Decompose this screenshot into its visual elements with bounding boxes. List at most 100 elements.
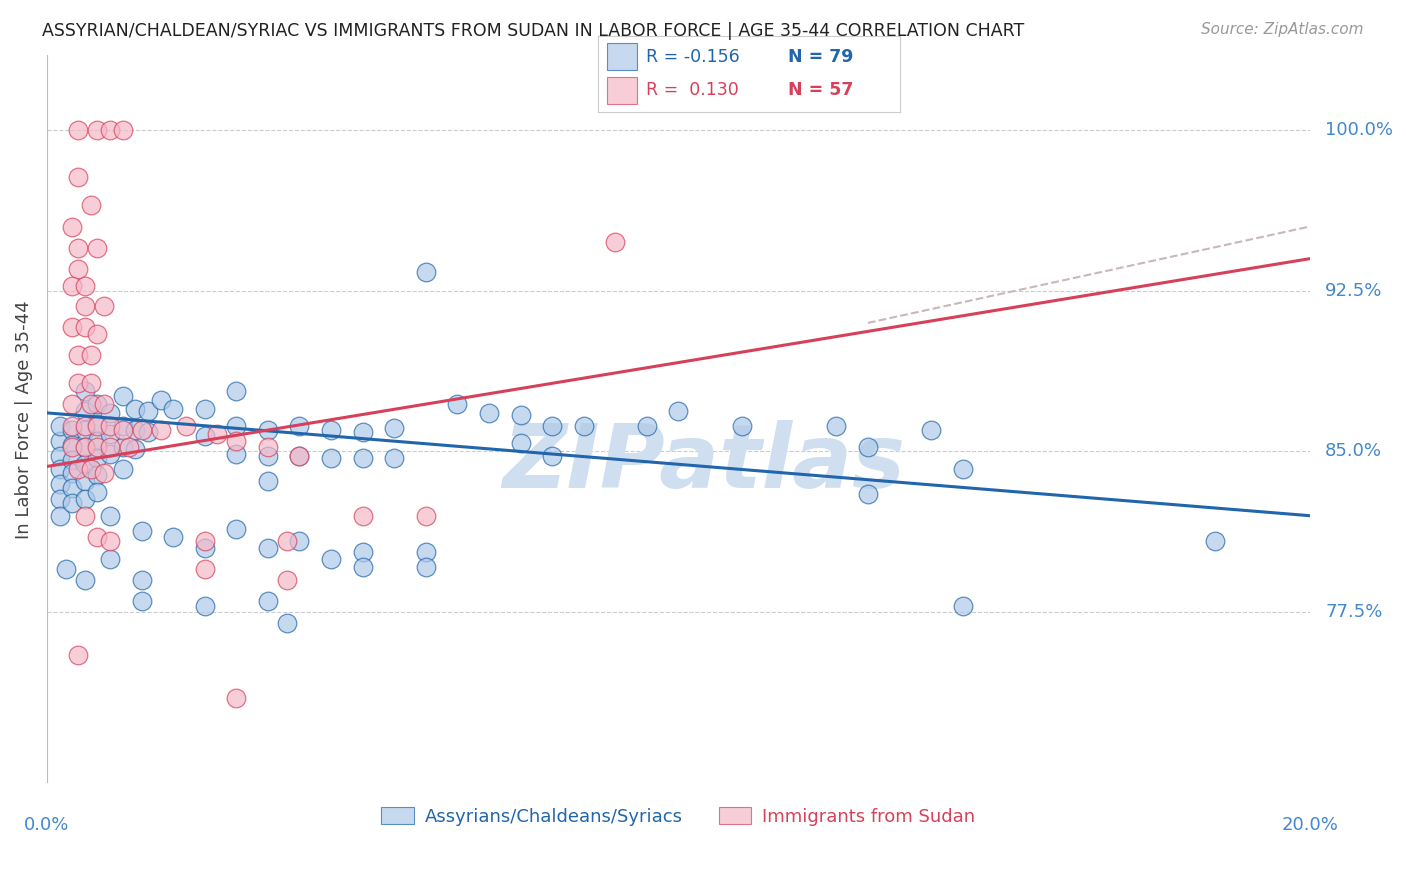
Point (73, 384, 96, 399)
Point (541, 418, 564, 433)
Point (60, 496, 83, 510)
Point (98, 406, 121, 420)
Point (67, 348, 90, 362)
Point (257, 423, 280, 437)
Point (149, 392, 172, 407)
Point (67, 461, 90, 475)
Point (60, 279, 83, 293)
Point (86, 450, 108, 465)
Point (352, 508, 374, 523)
Point (276, 534, 298, 549)
Point (60, 418, 83, 433)
Point (80, 198, 103, 212)
Point (73, 491, 96, 506)
Point (98, 551, 121, 566)
Text: N = 57: N = 57 (787, 81, 853, 99)
Point (541, 449, 564, 463)
Point (55, 562, 77, 576)
Point (382, 421, 405, 435)
Point (194, 562, 217, 576)
Point (131, 423, 153, 437)
Text: 77.5%: 77.5% (1324, 603, 1382, 621)
Point (257, 594, 280, 608)
Point (257, 475, 280, 489)
Point (207, 427, 229, 442)
Point (98, 447, 121, 461)
Point (73, 320, 96, 334)
Point (149, 423, 172, 437)
Point (225, 418, 247, 433)
Point (257, 440, 280, 454)
Point (86, 485, 108, 500)
Point (73, 403, 96, 417)
Point (319, 551, 342, 566)
Point (86, 440, 108, 454)
Text: R = -0.156: R = -0.156 (645, 48, 740, 66)
Text: Source: ZipAtlas.com: Source: ZipAtlas.com (1201, 22, 1364, 37)
Point (124, 423, 146, 437)
Point (352, 425, 374, 439)
Point (67, 170, 90, 185)
Point (73, 573, 96, 587)
Point (86, 434, 108, 448)
Point (73, 299, 96, 313)
Point (920, 423, 942, 437)
Point (60, 466, 83, 480)
Text: N = 79: N = 79 (787, 48, 853, 66)
Point (48, 449, 70, 463)
Point (952, 599, 974, 613)
Text: R =  0.130: R = 0.130 (645, 81, 738, 99)
Point (668, 403, 690, 417)
Point (415, 508, 437, 523)
Point (60, 397, 83, 411)
Point (48, 434, 70, 448)
Point (73, 440, 96, 454)
Point (86, 397, 108, 411)
Point (48, 418, 70, 433)
Point (257, 541, 280, 555)
Point (572, 418, 595, 433)
Point (131, 573, 153, 587)
Point (86, 418, 108, 433)
Point (446, 397, 468, 411)
FancyBboxPatch shape (606, 78, 637, 104)
Point (98, 418, 121, 433)
Point (67, 123, 90, 137)
Point (80, 348, 103, 362)
Point (60, 440, 83, 454)
Point (174, 418, 197, 433)
Point (605, 235, 627, 249)
Point (415, 545, 437, 559)
FancyBboxPatch shape (606, 44, 637, 70)
Point (415, 264, 437, 278)
Point (194, 541, 217, 555)
Point (73, 440, 96, 454)
Point (48, 461, 70, 475)
Point (98, 440, 121, 454)
Point (93, 466, 115, 480)
Text: 92.5%: 92.5% (1324, 282, 1382, 300)
Point (67, 241, 90, 255)
Point (509, 436, 531, 450)
Point (98, 508, 121, 523)
Point (131, 594, 153, 608)
Point (288, 534, 311, 549)
Point (86, 123, 108, 137)
Point (86, 326, 108, 341)
Point (225, 434, 247, 448)
Point (86, 417, 108, 431)
Point (509, 408, 531, 422)
Point (194, 534, 217, 549)
Text: 20.0%: 20.0% (1281, 816, 1339, 834)
Text: ASSYRIAN/CHALDEAN/SYRIAC VS IMMIGRANTS FROM SUDAN IN LABOR FORCE | AGE 35-44 COR: ASSYRIAN/CHALDEAN/SYRIAC VS IMMIGRANTS F… (42, 22, 1025, 40)
Point (73, 475, 96, 489)
Point (86, 530, 108, 544)
Point (352, 545, 374, 559)
Point (276, 615, 298, 630)
Text: 85.0%: 85.0% (1324, 442, 1382, 460)
Point (319, 450, 342, 465)
Point (67, 376, 90, 390)
Point (136, 425, 159, 439)
Point (93, 299, 115, 313)
Point (60, 423, 83, 437)
